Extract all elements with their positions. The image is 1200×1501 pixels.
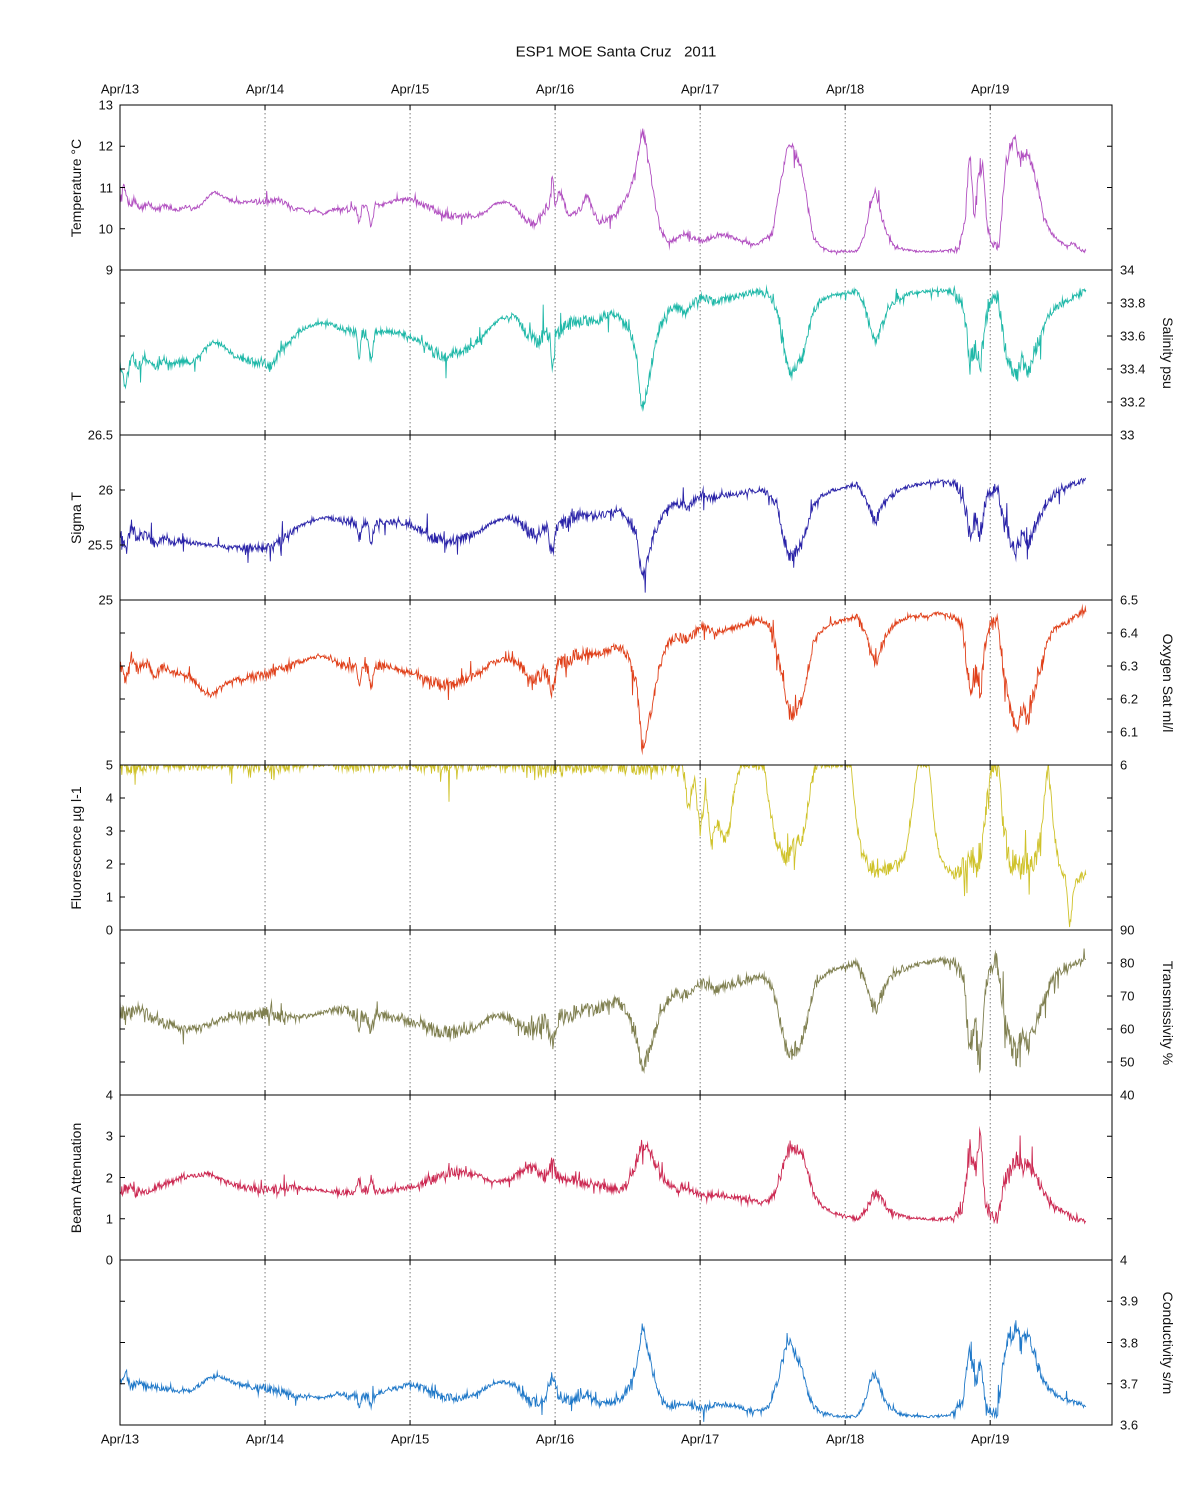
page-title: ESP1 MOE Santa Cruz 2011 [515, 43, 717, 61]
